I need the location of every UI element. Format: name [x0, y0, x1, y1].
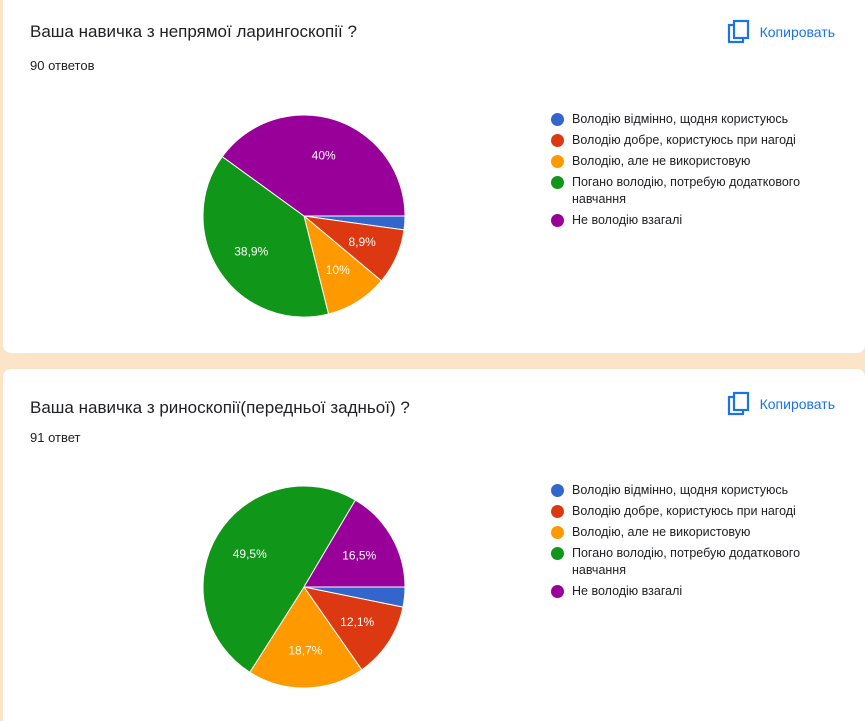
pie-slice-4[interactable]	[303, 499, 406, 588]
legend-label: Володію відмінно, щодня користуюсь	[572, 483, 789, 497]
legend-swatch	[551, 505, 564, 518]
pie-slice-4[interactable]	[221, 114, 406, 217]
pie-slice-1[interactable]	[302, 586, 404, 671]
legend-label: Не володію взагалі	[572, 213, 683, 227]
legend-item[interactable]: Не володію взагалі	[551, 583, 832, 600]
copy-icon	[727, 19, 749, 44]
copy-button-label: Копировать	[759, 396, 835, 412]
legend-label: Погано володію, потребую додаткового нав…	[572, 546, 801, 577]
question-card-laryngoscopy: Ваша навичка з непрямої ларингоскопії ? …	[3, 0, 865, 353]
copy-button[interactable]: Копировать	[726, 19, 835, 45]
legend-item[interactable]: Погано володію, потребую додаткового нав…	[551, 174, 832, 208]
pie-slice-3[interactable]	[202, 155, 330, 318]
chart-legend: Володію відмінно, щодня користуюсь Володі…	[551, 111, 832, 233]
pie-data-label: 40%	[312, 148, 336, 162]
legend-swatch	[551, 526, 564, 539]
copy-icon	[727, 391, 749, 416]
pie-data-label: 8,9%	[348, 235, 376, 249]
legend-label: Не володію взагалі	[572, 584, 683, 598]
question-title: Ваша навичка з непрямої ларингоскопії ?	[30, 22, 357, 41]
legend-swatch	[551, 113, 564, 126]
pie-data-label: 49,5%	[233, 547, 267, 561]
legend-item[interactable]: Володію, але не використовую	[551, 153, 832, 170]
pie-chart: 12,1% 18,7% 49,5% 16,5%	[202, 485, 406, 689]
legend-item[interactable]: Володію добре, користуюсь при нагоді	[551, 132, 832, 149]
pie-data-label: 12,1%	[340, 615, 374, 629]
pie-data-label: 16,5%	[342, 548, 376, 562]
copy-button-label: Копировать	[759, 24, 835, 40]
pie-data-label: 18,7%	[288, 644, 322, 658]
legend-swatch	[551, 484, 564, 497]
pie-chart: 8,9% 10% 38,9% 40%	[202, 114, 406, 318]
response-count: 90 ответов	[30, 58, 95, 73]
legend-label: Володію відмінно, щодня користуюсь	[572, 112, 789, 126]
pie-slice-2[interactable]	[249, 586, 363, 689]
legend-label: Володію, але не використовую	[572, 154, 751, 168]
legend-label: Володію добре, користуюсь при нагоді	[572, 504, 796, 518]
legend-swatch	[551, 155, 564, 168]
legend-label: Погано володію, потребую додаткового нав…	[572, 175, 801, 206]
legend-swatch	[551, 214, 564, 227]
response-count: 91 ответ	[30, 430, 81, 445]
pie-slice-3[interactable]	[202, 485, 357, 673]
legend-item[interactable]: Володію добре, користуюсь при нагоді	[551, 503, 832, 520]
question-card-rhinoscopy: Ваша навичка з риноскопії(передньої задн…	[3, 369, 865, 721]
question-title: Ваша навичка з риноскопії(передньої задн…	[30, 398, 410, 417]
legend-swatch	[551, 585, 564, 598]
legend-item[interactable]: Погано володію, потребую додаткового нав…	[551, 545, 832, 579]
legend-swatch	[551, 547, 564, 560]
chart-legend: Володію відмінно, щодня користуюсь Володі…	[551, 482, 832, 604]
pie-data-label: 10%	[326, 263, 350, 277]
legend-label: Володію добре, користуюсь при нагоді	[572, 133, 796, 147]
pie-data-label: 38,9%	[234, 245, 268, 259]
copy-button[interactable]: Копировать	[726, 391, 835, 417]
legend-swatch	[551, 176, 564, 189]
legend-swatch	[551, 134, 564, 147]
legend-item[interactable]: Володію відмінно, щодня користуюсь	[551, 482, 832, 499]
legend-item[interactable]: Володію, але не використовую	[551, 524, 832, 541]
legend-item[interactable]: Володію відмінно, щодня користуюсь	[551, 111, 832, 128]
legend-label: Володію, але не використовую	[572, 525, 751, 539]
legend-item[interactable]: Не володію взагалі	[551, 212, 832, 229]
